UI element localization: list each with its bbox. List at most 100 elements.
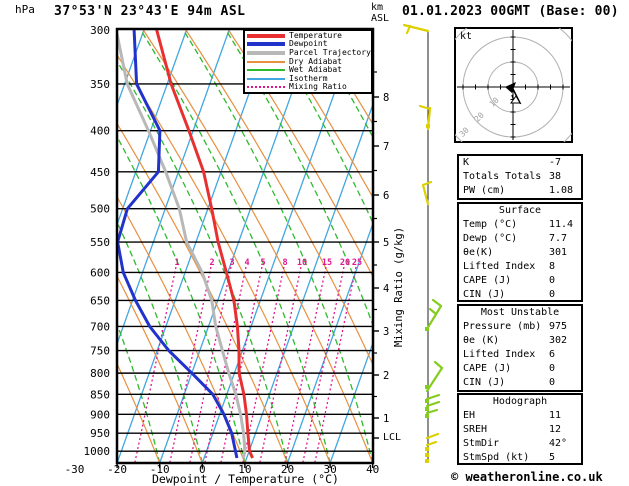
stat-label: Lifted Index [463,349,536,360]
dry-adiabat-line [117,122,289,463]
stat-label: θe (K) [463,335,500,346]
mixing-ratio-line [284,266,327,463]
stat-label: CIN (J) [463,377,506,388]
km-tick-label: 2 [383,370,389,382]
mixing-ratio-line [314,266,357,463]
stat-value: 0 [549,275,556,286]
mixing-ratio-value-label: 4 [244,258,249,268]
legend-label: Mixing Ratio [289,82,347,92]
km-tick-label: 8 [383,92,389,104]
most-unstable-table: Most Unstable Pressure (mb) 975 θe (K) 302 Li… [457,304,583,392]
stat-value: 302 [549,335,568,346]
pressure-tick-label: 500 [90,203,110,216]
temperature-tick-label: -30 [65,463,85,476]
stat-value: 6 [549,349,556,360]
isotherm-line [159,29,316,463]
table-row: θe(K) 301 [459,246,581,260]
table-row: PW (cm) 1.08 [459,184,581,198]
surface-table: Surface Temp (°C) 11.4 Dewp (°C) 7.7 θe(K) 301… [457,202,583,302]
mixing-ratio-value-label: 2 [209,258,214,268]
stat-label: EH [463,410,476,421]
dry-adiabat-line [117,195,246,463]
table-row: Dewp (°C) 7.7 [459,232,581,246]
legend-swatch-thin [247,77,285,80]
mixing-ratio-line [220,266,263,463]
mixing-ratio-line [189,266,232,463]
stat-label: Lifted Index [463,261,536,272]
pressure-tick-label: 650 [90,294,110,307]
mixing-ratio-value-label: 3 [229,258,234,268]
dry-adiabat-line [117,362,161,463]
wind-barb [418,104,432,131]
legend-item: Dewpoint [247,40,369,48]
table-row: StmSpd (kt) 5 [459,451,581,465]
table-row: Lifted Index 6 [459,348,581,362]
legend-label: Parcel Trajectory [289,47,371,57]
isotherm-line [0,29,59,463]
wind-barb [402,23,430,35]
lcl-label: LCL [383,432,402,443]
stat-value: -7 [549,157,562,168]
table-row: θe (K) 302 [459,334,581,348]
temperature-tick-label: 0 [199,463,206,476]
temperature-tick-label: 20 [281,463,294,476]
temperature-tick-label: 40 [366,463,379,476]
stat-value: 1.08 [549,185,574,196]
stat-value: 975 [549,321,568,332]
pressure-tick-label: 300 [90,24,110,37]
dewpoint-curve [117,29,239,459]
legend-swatch-thin [247,60,285,63]
stat-value: 11 [549,410,562,421]
legend-label: Dewpoint [289,39,328,49]
storm-motion-arrow [505,82,516,93]
table-header: Surface [498,205,542,216]
isotherm-line [117,29,273,463]
stat-value: 38 [549,171,562,182]
isotherm-line [117,29,188,227]
stat-label: Pressure (mb) [463,321,542,332]
isotherm-line [0,29,16,463]
km-tick-label: 5 [383,237,389,249]
isotherm-line [201,29,358,463]
pressure-tick-label: 950 [90,427,110,440]
temperature-tick-label: 30 [323,463,336,476]
km-axis-label: km ASL [371,2,390,24]
stat-value: 42° [549,438,568,449]
mixing-ratio-line [302,266,345,463]
isotherm-line [117,29,145,108]
dry-adiabat-line [184,29,373,367]
stat-label: Temp (°C) [463,219,518,230]
table-row: K -7 [459,156,581,170]
wet-adiabat-line [117,322,161,463]
table-header: Hodograph [492,396,548,407]
temperature-tick-label: 10 [238,463,251,476]
stat-label: StmDir [463,438,500,449]
table-row: EH 11 [459,409,581,423]
pressure-tick-label: 600 [90,266,110,279]
dry-adiabat-line [227,29,373,279]
stat-label: CAPE (J) [463,275,512,286]
mixing-ratio-line [134,266,177,463]
dry-adiabat-line [142,29,373,463]
sounding-curves [117,29,254,459]
km-tick-label: 6 [383,190,389,202]
stat-value: 301 [549,247,568,258]
isotherm-line [329,340,373,463]
pressure-axis-unit: hPa [15,3,35,16]
wet-adiabat-line [182,29,373,463]
wind-barb [421,180,433,206]
stat-value: 0 [549,363,556,374]
legend-label: Wet Adiabat [289,65,342,75]
mixing-ratio-value-label: 5 [260,258,265,268]
table-row: Totals Totals 38 [459,170,581,184]
legend-swatch-thick [247,33,285,38]
legend-item: Dry Adiabat [247,57,369,66]
mixing-ratio-value-label: 1 [174,258,179,268]
mixing-ratio-line [242,266,285,463]
indices-table: K -7 Totals Totals 38 PW (cm) 1.08 [457,154,583,200]
stat-label: θe(K) [463,247,494,258]
legend-swatch-dotted [247,86,285,89]
temperature-axis-title: Dewpoint / Temperature (°C) [152,472,339,486]
pressure-tick-label: 850 [90,388,110,401]
